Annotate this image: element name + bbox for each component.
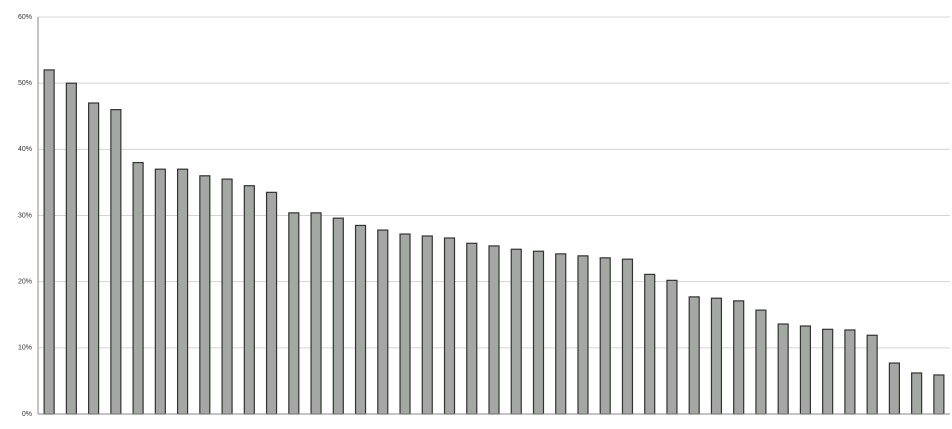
bar xyxy=(377,229,389,415)
bar xyxy=(644,273,656,415)
bar xyxy=(621,258,634,415)
bar xyxy=(132,161,144,415)
bar xyxy=(911,372,923,415)
bar xyxy=(866,334,878,415)
bar xyxy=(666,279,678,415)
bar xyxy=(466,242,478,415)
bar xyxy=(577,255,589,415)
bar xyxy=(154,168,166,415)
bar xyxy=(88,102,100,415)
bar xyxy=(599,257,611,415)
bar xyxy=(488,245,500,415)
y-tick-label: 30% xyxy=(18,212,32,219)
bar xyxy=(844,329,856,415)
y-tick-label: 50% xyxy=(18,80,32,87)
y-tick-label: 10% xyxy=(18,345,32,352)
y-tick-label: 40% xyxy=(18,146,32,153)
bar xyxy=(510,248,522,415)
bar xyxy=(399,233,411,415)
bar xyxy=(710,297,723,415)
bar xyxy=(288,212,300,415)
bar xyxy=(265,191,278,415)
bar xyxy=(221,178,233,415)
bar xyxy=(555,253,567,415)
bar xyxy=(176,168,189,415)
bar xyxy=(822,328,834,415)
bar xyxy=(354,224,367,415)
bar xyxy=(688,296,700,415)
bar xyxy=(443,237,456,415)
bar xyxy=(755,309,767,415)
bar xyxy=(888,362,900,415)
bar xyxy=(777,323,789,415)
y-tick-label: 60% xyxy=(18,14,32,21)
bar xyxy=(243,185,255,415)
y-tick-label: 0% xyxy=(22,411,32,418)
bar xyxy=(199,175,211,415)
bar xyxy=(532,250,545,415)
bar xyxy=(43,69,55,415)
y-tick-label: 20% xyxy=(18,279,32,286)
bar xyxy=(310,212,322,415)
bar xyxy=(65,82,77,415)
bar xyxy=(733,300,745,415)
bar xyxy=(421,235,433,415)
bar xyxy=(799,325,812,415)
bar xyxy=(110,109,122,415)
bar xyxy=(332,217,344,415)
bar xyxy=(933,374,945,415)
